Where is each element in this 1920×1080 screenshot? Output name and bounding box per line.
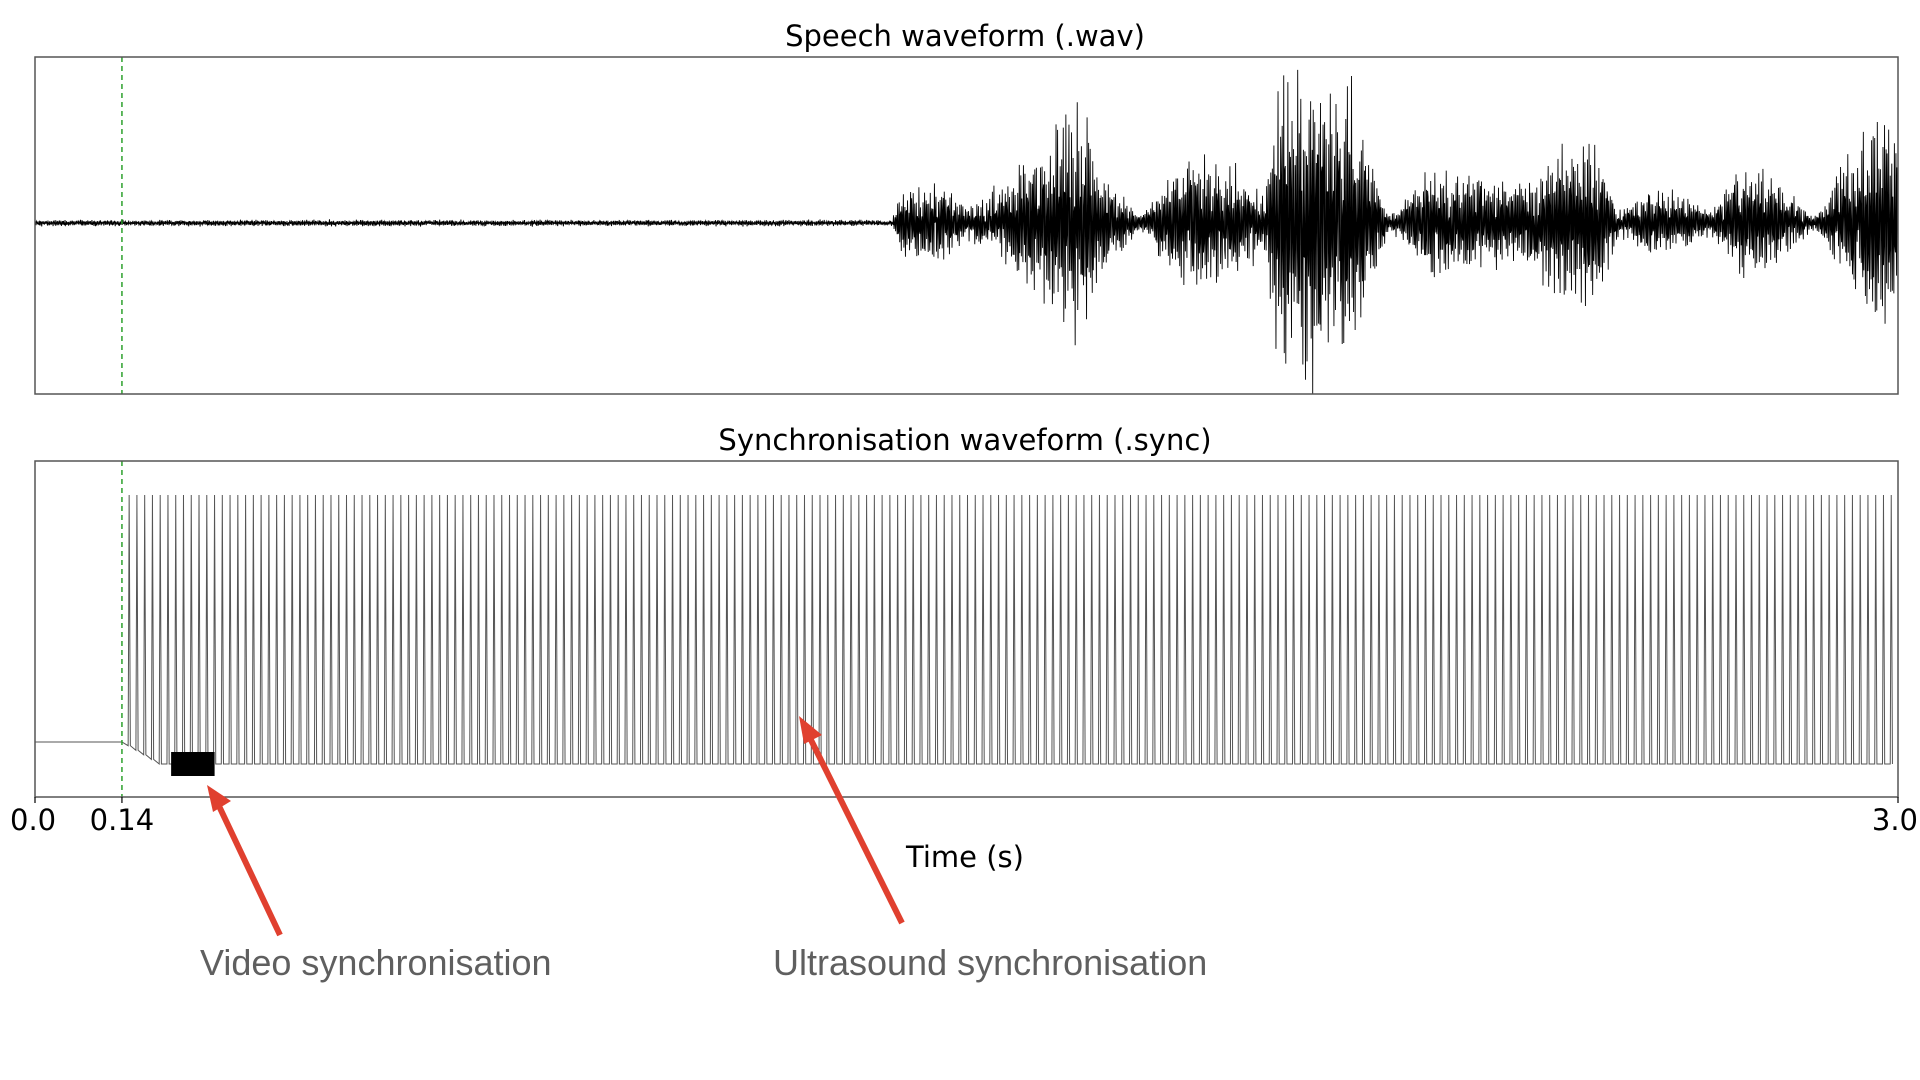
- sync-waveform-line: [35, 494, 1893, 766]
- speech-waveform-panel: Speech waveform (.wav): [34, 19, 1899, 395]
- ultrasound-sync-annotation: Ultrasound synchronisation: [773, 716, 1207, 983]
- ultrasound-sync-annotation-text: Ultrasound synchronisation: [773, 942, 1207, 983]
- sync-waveform-series: [35, 494, 1893, 776]
- x-axis-label: Time (s): [905, 840, 1024, 874]
- x-axis-ticks: 0.0 0.14 3.0: [10, 797, 1918, 837]
- video-sync-annotation: Video synchronisation: [200, 785, 552, 983]
- ultrasound-sync-arrow-shaft: [807, 736, 905, 925]
- video-sync-burst: [171, 752, 215, 776]
- video-sync-arrow-head: [207, 785, 231, 812]
- speech-plot-frame: [34, 56, 1899, 395]
- x-tick-label: 0.14: [90, 803, 155, 837]
- x-tick-label: 3.0: [1872, 803, 1918, 837]
- sync-plot-frame: [34, 460, 1899, 798]
- speech-chart-title: Speech waveform (.wav): [785, 19, 1145, 53]
- ultrasound-sync-arrow-head: [799, 716, 822, 744]
- video-sync-arrow-shaft: [216, 804, 283, 937]
- annotations: Video synchronisation Ultrasound synchro…: [200, 716, 1207, 983]
- video-sync-annotation-text: Video synchronisation: [200, 942, 552, 983]
- speech-waveform-series: [34, 69, 1899, 395]
- sync-waveform-panel: Synchronisation waveform (.sync) 0.0 0.14…: [10, 423, 1918, 874]
- sync-chart-title: Synchronisation waveform (.sync): [718, 423, 1211, 457]
- speech-waveform-line: [34, 69, 1899, 395]
- x-tick-label: 0.0: [10, 803, 56, 837]
